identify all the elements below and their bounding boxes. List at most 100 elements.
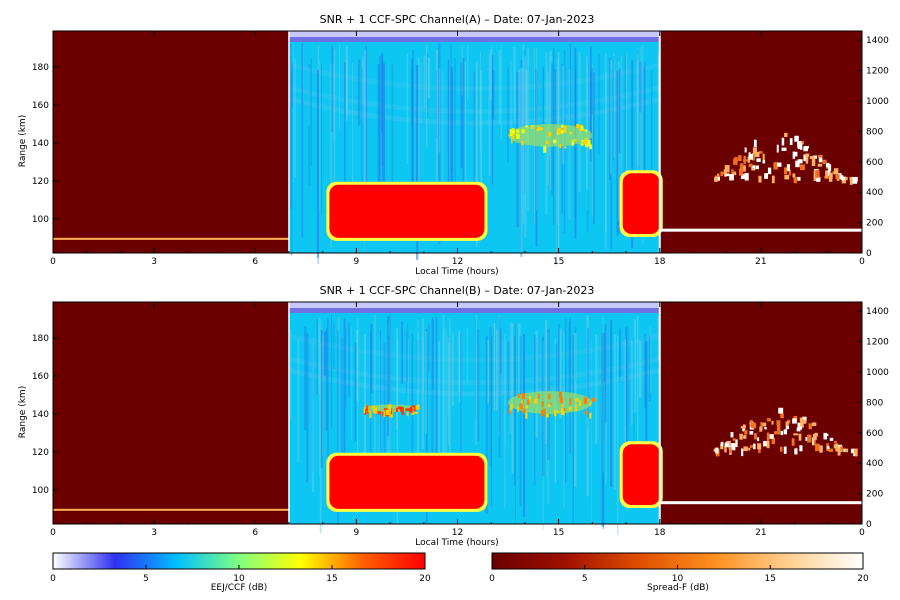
feature-mark (769, 434, 774, 439)
streak (396, 328, 398, 430)
feature-mark (509, 129, 513, 137)
streak (657, 52, 659, 231)
feature-mark (521, 129, 525, 134)
streak (474, 317, 476, 418)
feature-mark (793, 151, 798, 157)
streak (633, 319, 637, 413)
feature-mark (510, 404, 513, 410)
streak (620, 56, 622, 222)
left-y-tick-label: 180 (32, 63, 49, 73)
feature-mark (809, 156, 815, 160)
streak (509, 323, 512, 434)
feature-mark (584, 410, 588, 415)
feature-mark (751, 167, 755, 171)
streak (488, 54, 491, 176)
streak (451, 72, 453, 171)
streak (602, 333, 605, 530)
feature-mark (817, 154, 823, 158)
right-y-tick-label: 800 (866, 398, 883, 408)
streak (480, 70, 482, 220)
feature-mark (752, 443, 756, 450)
right-y-tick-label: 400 (866, 188, 883, 198)
streak (350, 325, 352, 440)
right-y-tick-label: 200 (866, 219, 883, 229)
feature-mark (525, 125, 528, 128)
right-y-tick-label: 0 (866, 520, 872, 530)
streak (642, 44, 644, 244)
streak (616, 71, 619, 236)
left-y-tick-label: 140 (32, 410, 49, 420)
top-strip-band (288, 308, 660, 313)
streak (510, 61, 512, 138)
feature-mark (588, 144, 592, 150)
segment-2 (659, 31, 862, 253)
feature-mark (811, 158, 816, 166)
feature-mark (563, 125, 567, 133)
feature-mark (771, 437, 775, 445)
feature-mark (581, 139, 585, 143)
feature-mark (829, 172, 833, 179)
feature-mark (817, 163, 823, 167)
feature-mark (780, 430, 784, 436)
feature-mark (724, 173, 730, 177)
feature-mark (803, 146, 808, 152)
streak (334, 48, 336, 188)
feature-mark (548, 393, 551, 400)
feature-mark (786, 164, 791, 172)
streak (412, 49, 414, 237)
streak (555, 71, 557, 267)
feature-mark (534, 398, 538, 404)
streak (407, 323, 409, 382)
streak (624, 55, 626, 224)
feature-mark (755, 165, 759, 170)
feature-mark (762, 159, 766, 164)
streak (633, 338, 635, 456)
streak (460, 331, 462, 464)
feature-mark (569, 398, 572, 405)
feature-mark (742, 424, 746, 429)
right-y-tick-label: 1400 (866, 307, 889, 317)
feature-mark (548, 132, 552, 137)
streak (425, 43, 428, 148)
streak (492, 70, 495, 120)
feature-mark (771, 420, 774, 425)
right-y-tick-label: 600 (866, 158, 883, 168)
feature-mark (713, 448, 716, 452)
streak (325, 328, 328, 432)
feature-mark (729, 173, 734, 181)
x-tick-label: 9 (354, 528, 360, 538)
streak (422, 336, 424, 390)
streak (316, 70, 319, 258)
feature-mark (800, 140, 805, 145)
streak (591, 339, 592, 525)
feature-mark (509, 408, 512, 412)
feature-mark (812, 155, 818, 159)
feature-mark (411, 410, 415, 415)
feature-mark (530, 124, 534, 130)
streak (362, 55, 364, 104)
streak (382, 63, 386, 185)
feature-mark (545, 413, 549, 418)
feature-mark (760, 422, 763, 430)
streak (320, 329, 323, 468)
streak (363, 58, 365, 256)
feature-mark (575, 404, 577, 412)
streak (466, 328, 468, 383)
streak (548, 52, 551, 156)
feature-mark (844, 448, 849, 452)
feature-mark (414, 411, 418, 414)
feature-mark (826, 170, 831, 176)
feature-mark (732, 443, 736, 451)
streak (411, 59, 414, 211)
streak (578, 52, 581, 192)
streak (432, 317, 434, 390)
feature-mark (587, 140, 591, 147)
streak (288, 49, 292, 208)
streak (354, 342, 357, 442)
right-y-tick-label: 200 (866, 490, 883, 500)
colorbar-eej: EEJ/CCF (dB) 0 5 10 15 20 (50, 552, 431, 593)
feature-mark (781, 147, 787, 151)
feature-mark (537, 126, 540, 130)
feature-mark (584, 143, 588, 148)
streak (637, 315, 639, 452)
